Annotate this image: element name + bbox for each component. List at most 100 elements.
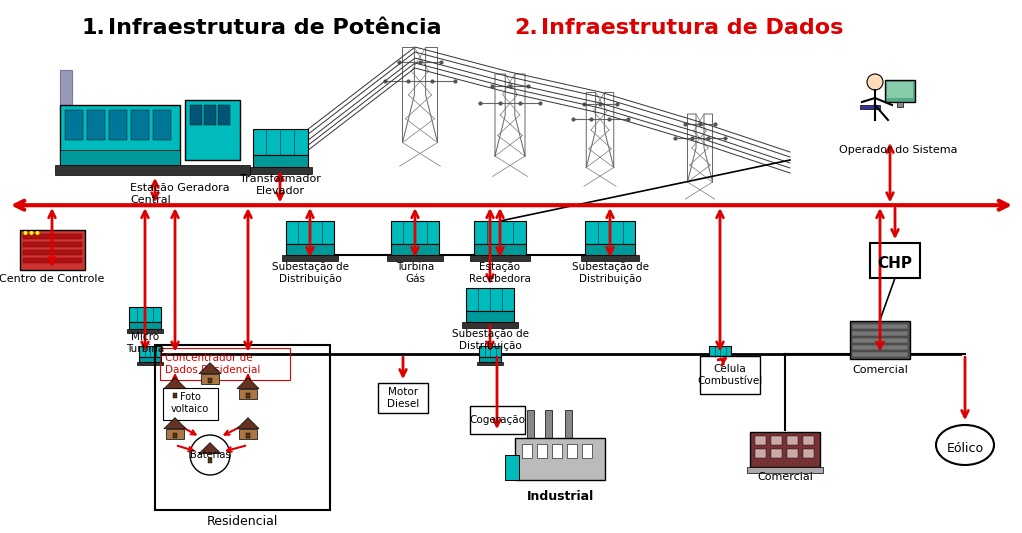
Bar: [852, 345, 908, 350]
Text: Motor
Diesel: Motor Diesel: [387, 387, 419, 409]
Bar: [65, 110, 83, 140]
Bar: [252, 129, 308, 155]
Bar: [239, 429, 258, 439]
Bar: [479, 346, 501, 357]
Bar: [474, 244, 526, 255]
Bar: [870, 243, 920, 278]
Bar: [201, 374, 219, 384]
Bar: [282, 255, 337, 261]
Bar: [852, 324, 908, 329]
Bar: [166, 389, 184, 399]
Bar: [201, 454, 219, 464]
Circle shape: [30, 231, 34, 235]
Bar: [248, 167, 312, 174]
Bar: [470, 255, 529, 261]
Bar: [897, 102, 903, 107]
Circle shape: [190, 435, 230, 475]
Polygon shape: [164, 378, 186, 389]
Bar: [378, 383, 428, 413]
Bar: [852, 352, 908, 357]
Text: Concentrador de
Dados Residencial: Concentrador de Dados Residencial: [165, 353, 261, 375]
Bar: [173, 433, 177, 439]
Bar: [22, 242, 82, 247]
Circle shape: [867, 74, 883, 90]
Bar: [246, 393, 250, 399]
Bar: [887, 82, 913, 98]
Text: Comercial: Comercial: [757, 472, 812, 482]
Text: Subestação de
Distribuição: Subestação de Distribuição: [571, 262, 649, 284]
Text: Industrial: Industrial: [526, 490, 594, 503]
Bar: [387, 255, 443, 261]
Text: Baterias: Baterias: [190, 450, 230, 460]
Text: Célula
Combustível: Célula Combustível: [697, 364, 762, 386]
Text: Micro
Turbina: Micro Turbina: [126, 332, 165, 353]
Bar: [755, 436, 766, 445]
Text: Subestação de
Distribuição: Subestação de Distribuição: [272, 262, 349, 284]
Circle shape: [36, 231, 40, 235]
Bar: [787, 436, 798, 445]
Bar: [552, 444, 562, 458]
Bar: [852, 331, 908, 336]
Bar: [850, 321, 910, 359]
Bar: [391, 221, 439, 244]
Text: CHP: CHP: [878, 255, 913, 271]
Bar: [466, 288, 514, 311]
Bar: [474, 221, 526, 244]
Bar: [129, 322, 161, 329]
Circle shape: [24, 231, 28, 235]
Bar: [585, 244, 635, 255]
Bar: [700, 356, 760, 394]
Polygon shape: [164, 418, 186, 429]
Bar: [153, 110, 171, 140]
Bar: [22, 250, 82, 255]
Bar: [709, 346, 731, 357]
Text: Infraestrutura de Dados: Infraestrutura de Dados: [541, 18, 843, 38]
Text: Residencial: Residencial: [206, 515, 278, 528]
Bar: [885, 80, 915, 102]
Bar: [131, 110, 149, 140]
Text: Estação
Recebedora: Estação Recebedora: [469, 262, 531, 284]
Bar: [162, 388, 218, 420]
Bar: [22, 234, 82, 239]
Bar: [208, 378, 212, 383]
Bar: [22, 258, 82, 263]
Text: Infraestrutura de Potência: Infraestrutura de Potência: [108, 18, 442, 38]
Text: Subestação de
Distribuição: Subestação de Distribuição: [452, 329, 528, 351]
Bar: [129, 307, 161, 322]
Bar: [60, 150, 180, 165]
Text: Foto
voltaico: Foto voltaico: [171, 392, 210, 414]
Bar: [755, 449, 766, 458]
Bar: [466, 311, 514, 322]
Bar: [515, 438, 605, 480]
Bar: [246, 433, 250, 439]
Polygon shape: [199, 442, 221, 454]
Polygon shape: [199, 362, 221, 374]
Bar: [137, 362, 162, 365]
Bar: [166, 429, 184, 439]
Bar: [537, 444, 547, 458]
Text: 1.: 1.: [81, 18, 105, 38]
Bar: [585, 221, 635, 244]
Bar: [139, 346, 161, 357]
Text: Operador do Sistema: Operador do Sistema: [839, 145, 958, 155]
Text: Cogeração: Cogeração: [469, 415, 525, 425]
Bar: [771, 436, 782, 445]
Text: Turbina
Gás: Turbina Gás: [396, 262, 434, 284]
Bar: [747, 467, 823, 473]
Bar: [87, 110, 105, 140]
Bar: [787, 449, 798, 458]
Bar: [803, 436, 814, 445]
Bar: [709, 357, 731, 362]
Bar: [391, 244, 439, 255]
Text: Eólico: Eólico: [946, 441, 983, 455]
Bar: [707, 362, 733, 365]
Bar: [527, 410, 535, 440]
Bar: [565, 410, 572, 440]
Bar: [160, 348, 290, 380]
Bar: [252, 155, 308, 167]
Bar: [567, 444, 577, 458]
Bar: [139, 357, 161, 362]
Bar: [479, 357, 501, 362]
Bar: [860, 105, 880, 109]
Polygon shape: [237, 418, 259, 429]
